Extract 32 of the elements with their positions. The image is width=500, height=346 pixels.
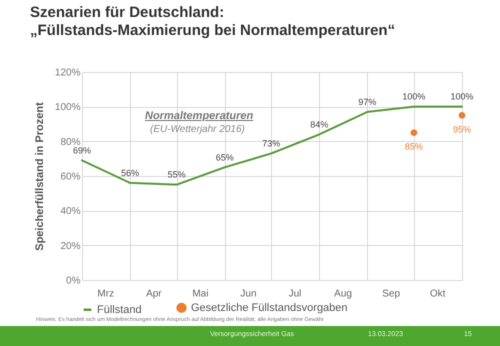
annotation: (EU-Wetterjahr 2016) <box>150 124 245 135</box>
x-tick-label: Mai <box>192 288 208 300</box>
data-label: 100% <box>450 92 474 102</box>
legend-label: Füllstand <box>97 304 142 316</box>
chart-title: Szenarien für Deutschland: „Füllstands-Maximierung bei Normaltemperaturen“ <box>30 4 396 40</box>
data-label: 55% <box>168 170 186 180</box>
y-tick-label: 60% <box>60 172 81 182</box>
data-label: 69% <box>72 145 92 156</box>
y-tick-label: 100% <box>54 102 81 114</box>
y-tick-label: 0% <box>66 276 81 286</box>
data-label: 73% <box>262 138 280 148</box>
y-tick-label: 120% <box>54 68 81 78</box>
data-label: 100% <box>402 92 426 102</box>
data-label: 97% <box>358 96 376 107</box>
x-tick-label: Mrz <box>97 288 114 300</box>
data-label: 85% <box>404 142 423 152</box>
x-tick-label: Aug <box>334 288 352 300</box>
y-tick-label: 40% <box>60 206 81 218</box>
data-label: 95% <box>452 124 472 134</box>
y-tick-label: 20% <box>60 240 81 252</box>
x-tick-label: Jul <box>288 288 302 300</box>
legend-label: Gesetzliche Füllstandsvorgaben <box>191 302 348 314</box>
x-tick-label: Sep <box>382 288 400 300</box>
x-tick-label: Okt <box>430 288 446 300</box>
x-tick-label: Jun <box>240 288 257 300</box>
data-label: 65% <box>216 152 234 162</box>
data-label: 56% <box>121 168 140 178</box>
annotation: Normaltemperaturen <box>145 110 254 122</box>
y-tick-label: 80% <box>60 136 81 148</box>
x-tick-label: Apr <box>146 288 162 300</box>
data-label: 84% <box>310 119 328 130</box>
y-axis-title: Speicherfüllstand in Prozent <box>34 102 46 251</box>
